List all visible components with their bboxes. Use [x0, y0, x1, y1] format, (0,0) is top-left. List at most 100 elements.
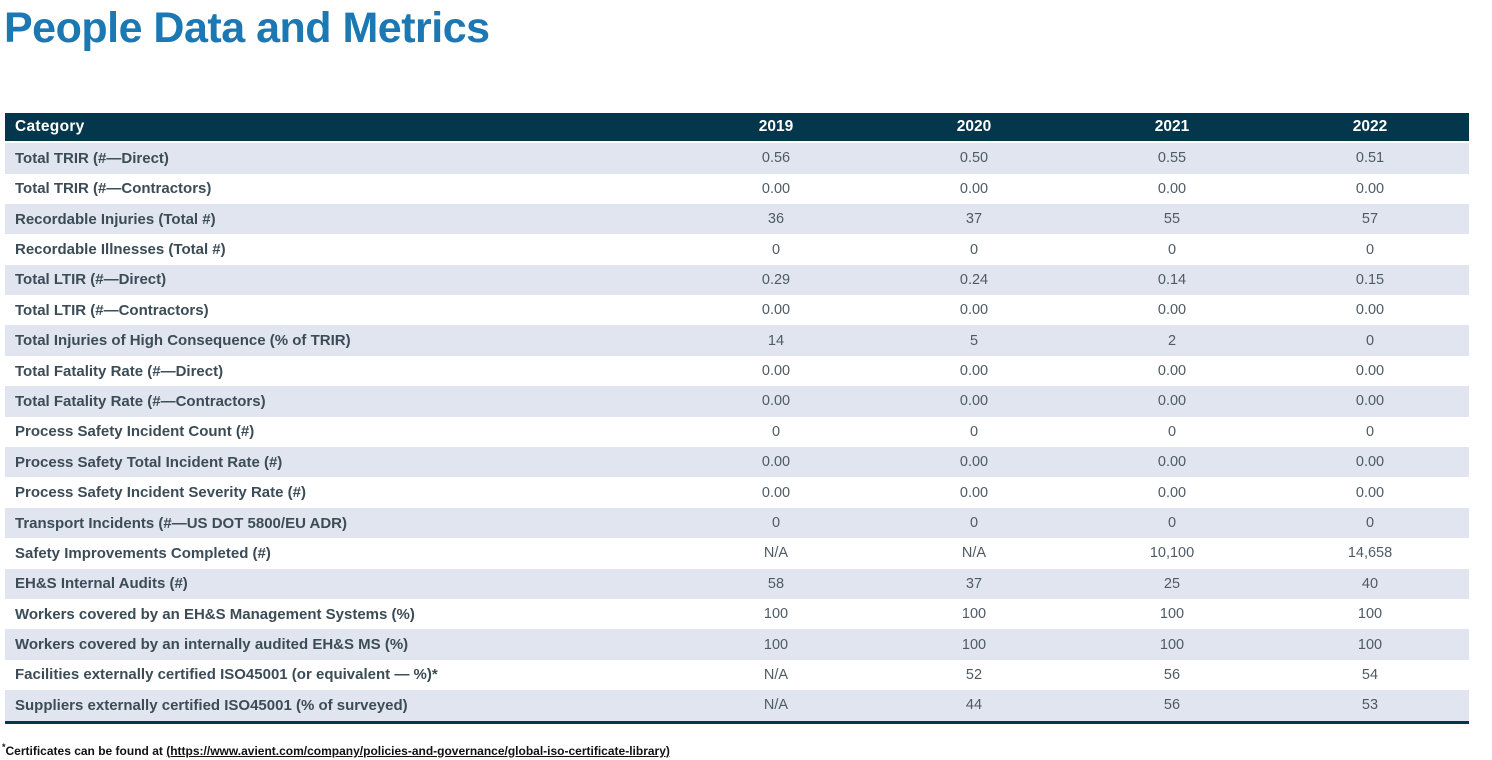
row-category-label: Safety Improvements Completed (#) — [15, 544, 271, 562]
table-body: Total TRIR (#—Direct) 0.56 0.50 0.55 0.51 Tot… — [5, 143, 1469, 721]
row-value-cell: 0.00 — [1157, 302, 1187, 319]
row-value-cell: 0 — [969, 515, 979, 532]
row-value-cell: 0.00 — [1157, 484, 1187, 501]
row-value-cell: 0 — [1365, 241, 1375, 258]
row-category-label: EH&S Internal Audits (#) — [15, 575, 188, 593]
row-category-label: Total Fatality Rate (#—Direct) — [15, 362, 224, 380]
row-value-cell: 0.56 — [761, 150, 791, 167]
row-value-cell: 56 — [1163, 666, 1181, 683]
row-value-cell: 100 — [1159, 606, 1185, 623]
row-value-cell: 36 — [767, 211, 785, 228]
row-value-cell: 0.00 — [959, 180, 989, 197]
row-category-label: Total TRIR (#—Direct) — [15, 149, 169, 167]
row-category-label: Total Injuries of High Consequence (% of… — [15, 332, 351, 350]
row-value-cell: 0 — [1365, 515, 1375, 532]
row-category-label: Process Safety Total Incident Rate (#) — [15, 453, 283, 471]
row-value-cell: 0.00 — [1355, 363, 1385, 380]
table-row: Process Safety Incident Count (#) 0 0 0 0 — [5, 416, 1469, 448]
table-row: Transport Incidents (#—US DOT 5800/EU AD… — [5, 507, 1469, 539]
row-value-cell: 0.00 — [761, 454, 791, 471]
row-value-cell: N/A — [763, 666, 789, 683]
row-value-cell: 0.00 — [959, 363, 989, 380]
row-value-cell: 0.00 — [761, 180, 791, 197]
row-value-cell: 0 — [1167, 515, 1177, 532]
row-value-cell: 0 — [1365, 423, 1375, 440]
table-row: Total TRIR (#—Contractors) 0.00 0.00 0.00 0.… — [5, 173, 1469, 204]
row-category-label: Facilities externally certified ISO45001… — [15, 666, 438, 684]
row-value-cell: 40 — [1361, 575, 1379, 592]
row-value-cell: 0.00 — [1157, 393, 1187, 410]
row-value-cell: 0 — [771, 241, 781, 258]
table-row: Total Injuries of High Consequence (% of… — [5, 325, 1469, 356]
row-value-cell: 14 — [767, 332, 785, 349]
table-row: Recordable Illnesses (Total #) 0 0 0 0 — [5, 234, 1469, 265]
table-row: Workers covered by an EH&S Management Sy… — [5, 599, 1469, 630]
footnote: *Certificates can be found at (https://w… — [2, 742, 1492, 758]
row-value-cell: 0 — [969, 241, 979, 258]
row-value-cell: 0.00 — [761, 302, 791, 319]
row-category-label: Recordable Injuries (Total #) — [15, 210, 216, 228]
row-value-cell: 0.14 — [1157, 271, 1187, 288]
table-row: Suppliers externally certified ISO45001 … — [5, 690, 1469, 721]
row-value-cell: 52 — [965, 666, 983, 683]
footnote-link[interactable]: (https://www.avient.com/company/policies… — [166, 743, 670, 758]
row-value-cell: 100 — [961, 636, 987, 653]
row-category-label: Process Safety Incident Severity Rate (#… — [15, 484, 306, 502]
footnote-star: * — [2, 741, 6, 752]
row-value-cell: 57 — [1361, 211, 1379, 228]
row-value-cell: 0.24 — [959, 271, 989, 288]
table-row: Recordable Injuries (Total #) 36 37 55 57 — [5, 203, 1469, 235]
row-value-cell: 0.00 — [1355, 454, 1385, 471]
row-value-cell: 0.00 — [1355, 484, 1385, 501]
column-header-category: Category — [15, 118, 85, 136]
row-value-cell: 0.00 — [1355, 393, 1385, 410]
row-value-cell: 0.00 — [761, 393, 791, 410]
table-row: Total TRIR (#—Direct) 0.56 0.50 0.55 0.51 — [5, 143, 1469, 174]
table-row: Facilities externally certified ISO45001… — [5, 659, 1469, 691]
row-value-cell: 0.51 — [1355, 150, 1385, 167]
row-value-cell: 0.00 — [761, 484, 791, 501]
row-value-cell: 0.00 — [1355, 302, 1385, 319]
row-category-label: Workers covered by an EH&S Management Sy… — [15, 605, 415, 623]
table-row: Total LTIR (#—Direct) 0.29 0.24 0.14 0.15 — [5, 264, 1469, 296]
row-value-cell: 100 — [763, 606, 789, 623]
row-value-cell: 0.00 — [1157, 454, 1187, 471]
row-value-cell: 0 — [771, 515, 781, 532]
row-value-cell: N/A — [763, 697, 789, 714]
table-header-row: Category 2019 2020 2021 2022 — [5, 113, 1469, 144]
table-row: Workers covered by an internally audited… — [5, 629, 1469, 660]
table-row: Safety Improvements Completed (#) N/A N/A 1… — [5, 538, 1469, 569]
row-value-cell: 0.00 — [959, 454, 989, 471]
row-category-label: Total LTIR (#—Direct) — [15, 271, 167, 289]
row-category-label: Transport Incidents (#—US DOT 5800/EU AD… — [15, 514, 348, 532]
row-value-cell: 0.00 — [1157, 363, 1187, 380]
row-category-label: Suppliers externally certified ISO45001 … — [15, 696, 408, 714]
row-value-cell: N/A — [961, 545, 987, 562]
row-value-cell: 0.55 — [1157, 150, 1187, 167]
table-row: Process Safety Total Incident Rate (#) 0.… — [5, 447, 1469, 478]
row-value-cell: 0.00 — [761, 363, 791, 380]
row-value-cell: 0 — [1167, 241, 1177, 258]
row-value-cell: N/A — [763, 545, 789, 562]
row-category-label: Process Safety Incident Count (#) — [15, 423, 255, 441]
row-value-cell: 0 — [1167, 423, 1177, 440]
column-header-year: 2020 — [956, 118, 992, 136]
row-value-cell: 0.00 — [959, 302, 989, 319]
page-title: People Data and Metrics — [4, 4, 490, 52]
table-row: EH&S Internal Audits (#) 58 37 25 40 — [5, 568, 1469, 599]
column-header-year: 2019 — [758, 118, 794, 136]
row-value-cell: 54 — [1361, 666, 1379, 683]
table-row: Total Fatality Rate (#—Contractors) 0.00 0… — [5, 386, 1469, 417]
row-value-cell: 53 — [1361, 697, 1379, 714]
row-value-cell: 55 — [1163, 211, 1181, 228]
row-value-cell: 100 — [1357, 636, 1383, 653]
row-value-cell: 100 — [1159, 636, 1185, 653]
row-value-cell: 58 — [767, 575, 785, 592]
row-value-cell: 0 — [1365, 332, 1375, 349]
row-value-cell: 100 — [763, 636, 789, 653]
row-value-cell: 14,658 — [1347, 545, 1393, 562]
row-value-cell: 0.15 — [1355, 271, 1385, 288]
row-value-cell: 0.00 — [1355, 180, 1385, 197]
row-value-cell: 0.50 — [959, 150, 989, 167]
row-value-cell: 0 — [771, 423, 781, 440]
